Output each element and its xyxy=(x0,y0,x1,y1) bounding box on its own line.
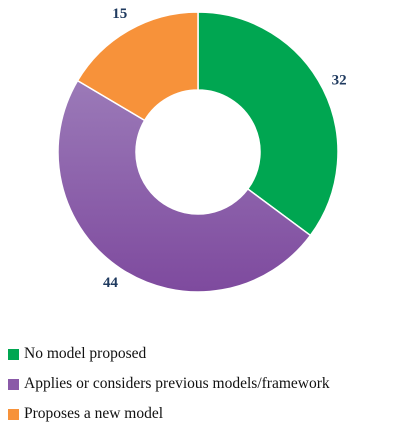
slice-new-model xyxy=(76,11,199,122)
data-label-new-model: 15 xyxy=(112,6,127,22)
donut-data-labels: 32 44 15 xyxy=(103,6,347,291)
legend-label-no-model: No model proposed xyxy=(24,345,147,362)
legend-swatch-new-model xyxy=(8,408,19,420)
legend-item-new-model: Proposes a new model xyxy=(8,399,393,429)
slice-no-model xyxy=(197,11,339,237)
data-label-no-model: 32 xyxy=(332,72,347,88)
data-label-previous-models: 44 xyxy=(103,275,119,291)
legend-swatch-no-model xyxy=(8,348,19,360)
legend-label-previous-models: Applies or considers previous models/fra… xyxy=(24,375,330,392)
legend-label-new-model: Proposes a new model xyxy=(24,405,164,422)
legend-item-previous-models: Applies or considers previous models/fra… xyxy=(8,369,393,399)
legend-item-no-model: No model proposed xyxy=(8,339,393,369)
legend-swatch-previous-models xyxy=(8,378,19,390)
slice-previous-models xyxy=(57,79,312,293)
chart-legend: No model proposed Applies or considers p… xyxy=(8,339,393,429)
donut-slices xyxy=(57,11,339,293)
donut-chart: 32 44 15 xyxy=(57,6,347,293)
